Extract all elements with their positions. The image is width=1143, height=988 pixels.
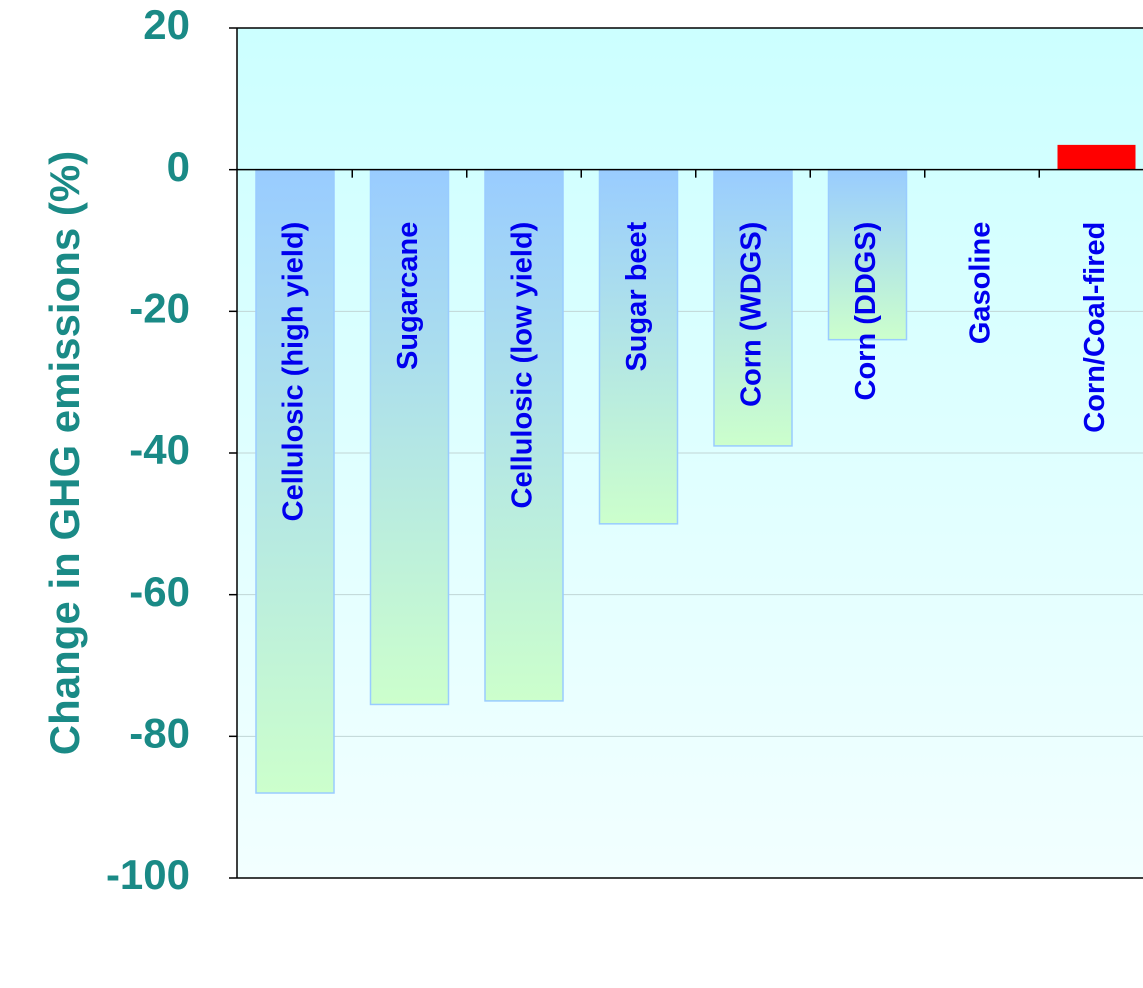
y-tick-label: 20 [143,1,190,48]
bar [827,168,908,341]
y-tick-label: 0 [167,143,190,190]
y-tick-label: -80 [129,709,190,756]
y-axis-label: Change in GHG emissions (%) [41,151,88,755]
y-tick-label: -100 [106,851,190,898]
category-label: Corn (DDGS) [850,222,882,401]
bar [255,168,335,794]
category-label: Sugarcane [392,222,424,370]
y-tick-labels: 20 0 -20 -40 -60 -80 -100 [106,1,190,898]
bar [713,168,793,447]
axes [229,27,1143,879]
bar [484,168,564,702]
y-tick-label: -40 [129,426,190,473]
category-label: Corn/Coal-fired [1079,222,1111,433]
category-labels: Cellulosic (high yield) Sugarcane Cellulos… [278,221,1112,521]
category-label: Cellulosic (low yield) [507,222,539,509]
y-tick-label: -20 [129,284,190,331]
category-label: Cellulosic (high yield) [278,222,310,522]
bars [255,144,1136,794]
category-label: Corn (WDGS) [736,222,768,407]
bar [598,168,679,525]
bar [1057,144,1136,170]
bar [369,168,450,706]
category-label: Gasoline [965,222,997,345]
category-label: Sugar beet [621,221,653,371]
y-tick-label: -60 [129,568,190,615]
